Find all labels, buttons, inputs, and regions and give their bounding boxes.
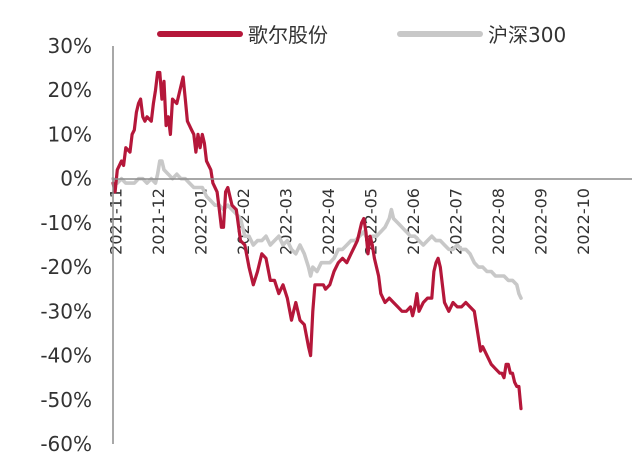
y-tick-label: 20% — [48, 78, 92, 102]
legend: 歌尔股份 沪深300 — [157, 23, 566, 47]
x-tick-label: 2022-08 — [489, 188, 508, 255]
x-tick-label: 2022-04 — [319, 188, 338, 255]
series-layer — [111, 70, 523, 411]
x-axis-ticks: 2021-11 2021-12 2022-01 2022-02 2022-03 2022-… — [107, 188, 594, 255]
y-tick-label: -10% — [40, 211, 92, 235]
x-tick-label: 2022-03 — [277, 188, 296, 255]
y-tick-label: -20% — [40, 255, 92, 279]
y-tick-label: 10% — [48, 122, 92, 146]
y-tick-label: -50% — [40, 388, 92, 412]
x-tick-label: 2022-10 — [574, 188, 593, 255]
legend-label-series-1: 歌尔股份 — [248, 23, 328, 47]
x-tick-label: 2022-01 — [192, 188, 211, 255]
x-tick-label: 2021-11 — [107, 188, 126, 255]
y-tick-label: -30% — [40, 299, 92, 323]
y-axis-ticks: 30% 20% 10% 0% -10% -20% -30% -40% -50% -60% — [40, 34, 92, 456]
legend-label-series-2: 沪深300 — [488, 23, 566, 47]
series-line-1 — [111, 70, 523, 411]
y-tick-label: -60% — [40, 432, 92, 456]
x-tick-label: 2022-09 — [532, 188, 551, 255]
x-tick-label: 2022-07 — [447, 188, 466, 255]
y-tick-label: 30% — [48, 34, 92, 58]
series-line-2 — [111, 159, 523, 300]
x-tick-label: 2021-12 — [149, 188, 168, 255]
y-tick-label: -40% — [40, 344, 92, 368]
x-tick-label: 2022-06 — [404, 188, 423, 255]
y-tick-label: 0% — [60, 167, 92, 191]
